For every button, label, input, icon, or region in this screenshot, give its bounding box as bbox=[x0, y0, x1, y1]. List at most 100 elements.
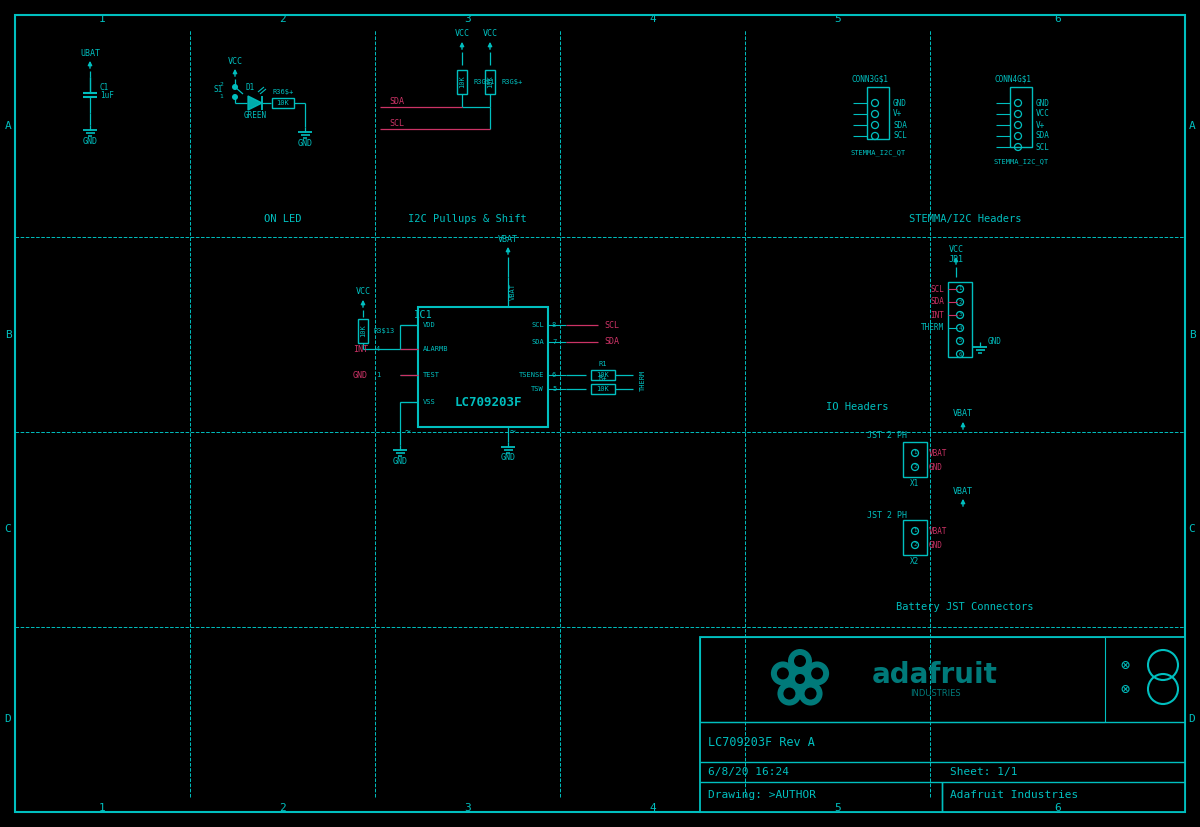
Text: 6: 6 bbox=[552, 372, 557, 378]
Text: 3: 3 bbox=[464, 14, 470, 24]
Circle shape bbox=[776, 667, 788, 680]
Text: ~: ~ bbox=[406, 427, 410, 437]
Text: GREEN: GREEN bbox=[244, 111, 266, 119]
Text: SCL: SCL bbox=[604, 321, 619, 329]
Text: 2: 2 bbox=[913, 465, 917, 470]
Text: LC709203F: LC709203F bbox=[455, 395, 522, 409]
Text: VCC: VCC bbox=[355, 288, 371, 297]
Text: TSENSE: TSENSE bbox=[518, 372, 544, 378]
Text: 6: 6 bbox=[1054, 14, 1061, 24]
Text: LC709203F Rev A: LC709203F Rev A bbox=[708, 735, 815, 748]
Circle shape bbox=[805, 662, 829, 686]
Circle shape bbox=[804, 687, 816, 700]
Text: SDA: SDA bbox=[389, 98, 404, 107]
Text: VCC: VCC bbox=[228, 56, 242, 65]
Text: VSS: VSS bbox=[424, 399, 436, 405]
Text: C: C bbox=[5, 524, 11, 534]
Text: B: B bbox=[1189, 329, 1195, 340]
Circle shape bbox=[811, 667, 823, 680]
Text: SCL: SCL bbox=[893, 131, 907, 141]
Text: GND: GND bbox=[298, 138, 312, 147]
Text: JST 2 PH: JST 2 PH bbox=[866, 431, 907, 439]
Bar bbox=[1010, 87, 1032, 147]
Text: VBAT: VBAT bbox=[953, 409, 973, 418]
Text: CONN3G$1: CONN3G$1 bbox=[852, 74, 888, 84]
Text: STEMMA_I2C_QT: STEMMA_I2C_QT bbox=[994, 159, 1049, 165]
Text: GND: GND bbox=[893, 98, 907, 108]
Text: Battery JST Connectors: Battery JST Connectors bbox=[896, 602, 1033, 612]
Text: THERM: THERM bbox=[640, 370, 646, 390]
Bar bbox=[358, 319, 368, 343]
Text: R36$+: R36$+ bbox=[272, 89, 294, 95]
Text: ~: ~ bbox=[510, 427, 516, 437]
Text: UBAT: UBAT bbox=[80, 49, 100, 58]
Text: V+: V+ bbox=[1036, 121, 1045, 130]
Text: R3$13: R3$13 bbox=[374, 328, 395, 334]
Text: A: A bbox=[5, 121, 11, 131]
Text: 10K: 10K bbox=[596, 372, 610, 378]
Text: Drawing: >AUTHOR: Drawing: >AUTHOR bbox=[708, 790, 816, 800]
Text: 8: 8 bbox=[552, 322, 557, 328]
Text: VBAT: VBAT bbox=[929, 527, 948, 536]
Bar bbox=[592, 370, 616, 380]
Circle shape bbox=[778, 681, 802, 705]
Bar bbox=[272, 98, 294, 108]
Text: S1: S1 bbox=[214, 84, 223, 93]
Text: VBAT: VBAT bbox=[498, 235, 518, 243]
Text: B: B bbox=[5, 329, 11, 340]
Circle shape bbox=[232, 84, 238, 90]
Text: ALARMB: ALARMB bbox=[424, 346, 449, 352]
Circle shape bbox=[790, 669, 810, 689]
Text: 10K: 10K bbox=[487, 75, 493, 88]
Text: SDA: SDA bbox=[604, 337, 619, 347]
Text: TSW: TSW bbox=[532, 386, 544, 392]
Text: 4: 4 bbox=[649, 14, 656, 24]
Text: V+: V+ bbox=[893, 109, 902, 118]
Text: 1: 1 bbox=[913, 451, 917, 456]
Bar bbox=[904, 442, 928, 477]
Bar bbox=[418, 307, 548, 427]
Text: VCC: VCC bbox=[482, 30, 498, 39]
Text: 6/8/20 16:24: 6/8/20 16:24 bbox=[708, 767, 790, 777]
Text: IO Headers: IO Headers bbox=[827, 402, 889, 412]
Text: SCL: SCL bbox=[930, 284, 944, 294]
Text: I2C Pullups & Shift: I2C Pullups & Shift bbox=[408, 214, 527, 224]
Bar bbox=[457, 70, 467, 94]
Text: D: D bbox=[1189, 715, 1195, 724]
Text: VCC: VCC bbox=[1036, 109, 1050, 118]
Text: GND: GND bbox=[929, 541, 943, 549]
Text: C: C bbox=[1189, 524, 1195, 534]
Text: ⊗: ⊗ bbox=[1121, 657, 1129, 672]
Text: VBAT: VBAT bbox=[953, 486, 973, 495]
Bar bbox=[485, 70, 496, 94]
Text: R1: R1 bbox=[599, 361, 607, 367]
Text: VDD: VDD bbox=[424, 322, 436, 328]
Circle shape bbox=[770, 662, 794, 686]
Text: 1: 1 bbox=[913, 528, 917, 533]
Bar bbox=[592, 384, 616, 394]
Text: SDA: SDA bbox=[532, 339, 544, 345]
Text: X2: X2 bbox=[911, 557, 919, 566]
Text: INT: INT bbox=[930, 310, 944, 319]
Text: 3: 3 bbox=[464, 803, 470, 813]
Text: JST 2 PH: JST 2 PH bbox=[866, 510, 907, 519]
Text: 5: 5 bbox=[552, 386, 557, 392]
Text: 10K: 10K bbox=[277, 100, 289, 106]
Text: ⊗: ⊗ bbox=[1121, 681, 1129, 696]
Text: INT: INT bbox=[353, 345, 368, 353]
Circle shape bbox=[794, 655, 806, 667]
Text: R3G$+: R3G$+ bbox=[502, 79, 522, 85]
Text: C1: C1 bbox=[100, 83, 109, 92]
Text: 1: 1 bbox=[376, 372, 380, 378]
Text: THERM: THERM bbox=[920, 323, 944, 332]
Text: 5: 5 bbox=[959, 338, 961, 343]
Text: Sheet: 1/1: Sheet: 1/1 bbox=[950, 767, 1018, 777]
Text: INDUSTRIES: INDUSTRIES bbox=[910, 689, 960, 697]
Text: SDA: SDA bbox=[1036, 131, 1050, 141]
Text: STEMMA/I2C Headers: STEMMA/I2C Headers bbox=[908, 214, 1021, 224]
Text: 2: 2 bbox=[913, 543, 917, 547]
Text: 6: 6 bbox=[1054, 803, 1061, 813]
Text: X1: X1 bbox=[911, 479, 919, 487]
Text: 10K: 10K bbox=[458, 75, 466, 88]
Text: GND: GND bbox=[392, 457, 408, 466]
